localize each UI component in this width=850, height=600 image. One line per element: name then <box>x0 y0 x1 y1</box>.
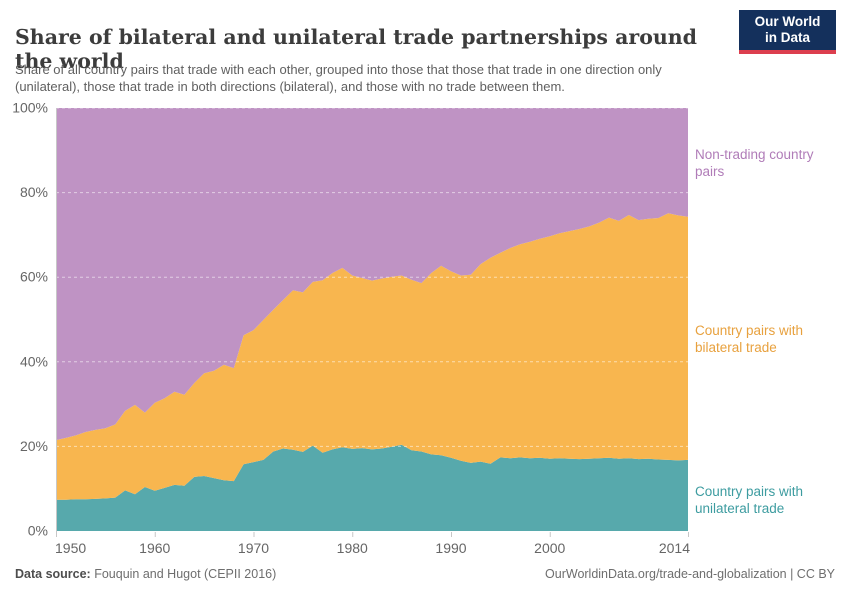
x-axis-tick-label: 1990 <box>435 540 466 556</box>
x-axis-tick-label: 1980 <box>337 540 368 556</box>
owid-logo-line-1: Our World <box>754 14 821 30</box>
legend-unilateral-trade[interactable]: Country pairs with unilateral trade <box>695 484 804 517</box>
y-axis-tick-label: 20% <box>20 438 48 454</box>
owid-logo[interactable]: Our World in Data <box>739 10 836 54</box>
area-unilateral[interactable] <box>56 444 688 531</box>
area-non-trading[interactable] <box>56 108 688 441</box>
x-axis-tick-label: 2014 <box>659 540 690 556</box>
x-axis-tick-label: 1960 <box>139 540 170 556</box>
y-axis-tick-label: 40% <box>20 353 48 369</box>
x-axis-tick-label: 2000 <box>534 540 565 556</box>
chart-subtitle: Share of all country pairs that trade wi… <box>15 62 662 95</box>
y-axis-tick-label: 60% <box>20 269 48 285</box>
data-source-text: Fouquin and Hugot (CEPII 2016) <box>90 567 277 581</box>
data-source-note: Data source: Fouquin and Hugot (CEPII 20… <box>15 567 276 581</box>
area-bilateral[interactable] <box>56 213 688 500</box>
y-axis-tick-label: 80% <box>20 184 48 200</box>
x-axis-tick-label: 1950 <box>55 540 86 556</box>
x-axis-tick-label: 1970 <box>238 540 269 556</box>
owid-logo-line-2: in Data <box>764 30 810 45</box>
owid-url-link[interactable]: OurWorldinData.org/trade-and-globalizati… <box>545 567 835 581</box>
legend-bilateral-trade[interactable]: Country pairs with bilateral trade <box>695 323 804 356</box>
y-axis-tick-label: 100% <box>12 100 48 116</box>
legend-non-trading-pairs[interactable]: Non-trading country pairs <box>695 147 814 180</box>
data-source-label: Data source: <box>15 567 91 581</box>
page-title: Share of bilateral and unilateral trade … <box>15 24 698 73</box>
chart-footer: Data source: Fouquin and Hugot (CEPII 20… <box>15 567 835 581</box>
y-axis-tick-label: 0% <box>28 523 48 539</box>
